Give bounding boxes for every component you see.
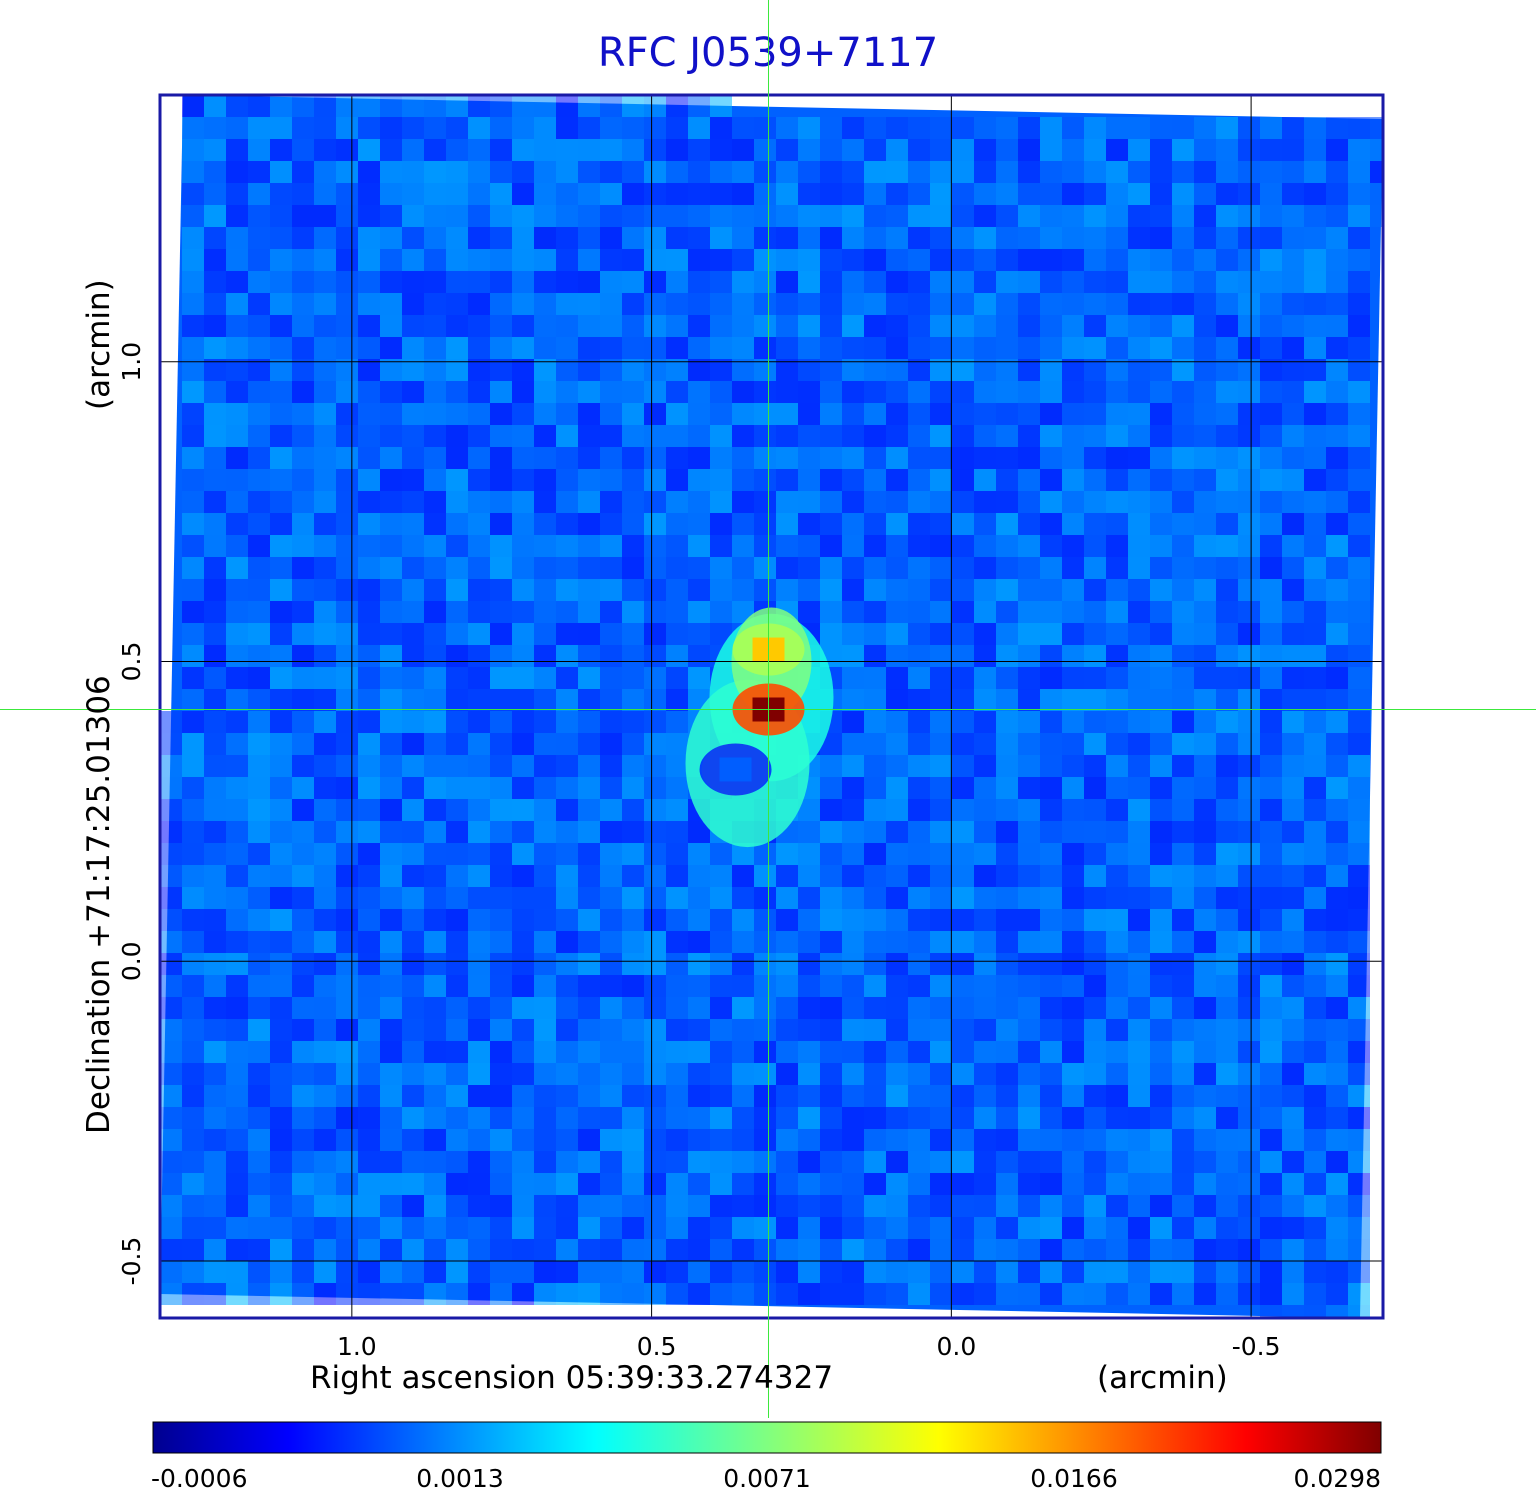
y-tick-label: 0.0 — [117, 941, 146, 981]
coordinate-grid — [160, 95, 1383, 1318]
chart-title: RFC J0539+7117 — [597, 30, 939, 76]
y-tick-label: -0.5 — [117, 1237, 146, 1286]
y-tick-label: 0.5 — [117, 642, 146, 682]
x-tick-label: 0.0 — [936, 1332, 976, 1361]
colorbar-tick-label: 0.0071 — [723, 1464, 810, 1493]
y-axis-unit: (arcmin) — [81, 279, 117, 410]
colorbar — [152, 1421, 1382, 1454]
noise-pattern — [160, 95, 1383, 1318]
x-axis-unit: (arcmin) — [1097, 1360, 1228, 1396]
radio-image — [160, 95, 1383, 1318]
y-tick-label: 1.0 — [117, 342, 146, 382]
y-axis-label: Declination +71:17:25.01306 — [81, 675, 117, 1134]
source-component — [699, 743, 772, 796]
x-tick-labels: 1.0 0.5 0.0 -0.5 — [337, 1332, 1281, 1361]
y-tick-labels: 1.0 0.5 0.0 -0.5 — [117, 342, 146, 1286]
colorbar-tick-label: 0.0166 — [1030, 1464, 1117, 1493]
crosshair — [0, 0, 1536, 1418]
x-tick-label: -0.5 — [1232, 1332, 1281, 1361]
x-tick-label: 0.5 — [637, 1332, 677, 1361]
colorbar-tick-label: 0.0013 — [416, 1464, 503, 1493]
colorbar-tick-labels: -0.0006 0.0013 0.0071 0.0166 0.0298 — [151, 1464, 1381, 1493]
x-tick-label: 1.0 — [337, 1332, 377, 1361]
colorbar-tick-label: -0.0006 — [151, 1464, 248, 1493]
colorbar-tick-label: 0.0298 — [1294, 1464, 1381, 1493]
x-axis-label: Right ascension 05:39:33.274327 — [310, 1360, 833, 1396]
plot-frame — [158, 93, 1385, 1320]
